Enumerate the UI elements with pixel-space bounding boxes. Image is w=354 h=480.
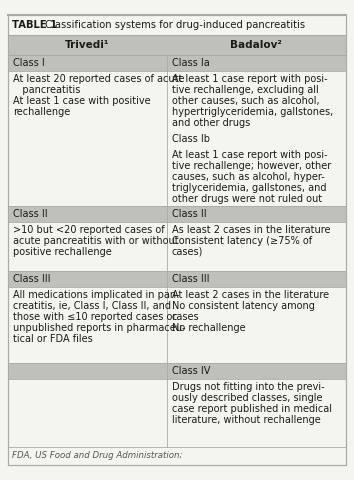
- Text: Classification systems for drug-induced pancreatitis: Classification systems for drug-induced …: [42, 20, 305, 30]
- Text: rechallenge: rechallenge: [13, 107, 70, 117]
- Bar: [8, 55, 346, 72]
- Text: those with ≤10 reported cases or: those with ≤10 reported cases or: [13, 312, 176, 322]
- Text: tical or FDA files: tical or FDA files: [13, 334, 93, 344]
- Bar: [8, 363, 346, 379]
- Text: >10 but <20 reported cases of: >10 but <20 reported cases of: [13, 225, 165, 235]
- Text: At least 1 case with positive: At least 1 case with positive: [13, 96, 150, 106]
- Text: hypertriglyceridemia, gallstones,: hypertriglyceridemia, gallstones,: [172, 107, 333, 117]
- Text: cases: cases: [172, 312, 200, 322]
- Text: Class IV: Class IV: [172, 366, 210, 376]
- Text: Consistent latency (≥75% of: Consistent latency (≥75% of: [172, 236, 312, 246]
- Text: Class II: Class II: [172, 209, 206, 219]
- Bar: [8, 35, 346, 55]
- Text: Class III: Class III: [172, 274, 209, 284]
- Text: At least 1 case report with posi-: At least 1 case report with posi-: [172, 150, 327, 160]
- Text: case report published in medical: case report published in medical: [172, 404, 332, 414]
- Text: All medications implicated in pan-: All medications implicated in pan-: [13, 290, 179, 300]
- Text: No rechallenge: No rechallenge: [172, 323, 245, 333]
- Text: acute pancreatitis with or without: acute pancreatitis with or without: [13, 236, 179, 246]
- Text: pancreatitis: pancreatitis: [13, 85, 80, 95]
- Text: literature, without rechallenge: literature, without rechallenge: [172, 415, 321, 425]
- Text: other causes, such as alcohol,: other causes, such as alcohol,: [172, 96, 320, 106]
- Text: As least 2 cases in the literature: As least 2 cases in the literature: [172, 225, 330, 235]
- Text: At least 2 cases in the literature: At least 2 cases in the literature: [172, 290, 329, 300]
- Text: tive rechallenge, excluding all: tive rechallenge, excluding all: [172, 85, 319, 95]
- Text: creatitis, ie, Class I, Class II, and: creatitis, ie, Class I, Class II, and: [13, 301, 171, 311]
- Text: FDA, US Food and Drug Administration;: FDA, US Food and Drug Administration;: [12, 452, 182, 460]
- Text: triglyceridemia, gallstones, and: triglyceridemia, gallstones, and: [172, 183, 326, 193]
- Text: ously described classes, single: ously described classes, single: [172, 393, 322, 403]
- Bar: [8, 271, 346, 287]
- Text: and other drugs: and other drugs: [172, 118, 250, 128]
- Bar: [8, 205, 346, 222]
- Text: Class II: Class II: [13, 209, 48, 219]
- Text: tive rechallenge; however, other: tive rechallenge; however, other: [172, 161, 331, 171]
- Text: At least 1 case report with posi-: At least 1 case report with posi-: [172, 74, 327, 84]
- Text: At least 20 reported cases of acute: At least 20 reported cases of acute: [13, 74, 184, 84]
- Text: TABLE 1: TABLE 1: [12, 20, 57, 30]
- Text: Class III: Class III: [13, 274, 51, 284]
- Text: Badalov²: Badalov²: [230, 40, 282, 50]
- Text: unpublished reports in pharmaceu-: unpublished reports in pharmaceu-: [13, 323, 185, 333]
- Text: other drugs were not ruled out: other drugs were not ruled out: [172, 194, 322, 204]
- Text: Class Ia: Class Ia: [172, 58, 210, 68]
- Text: cases): cases): [172, 247, 203, 256]
- Text: Class Ib: Class Ib: [172, 134, 210, 144]
- Text: causes, such as alcohol, hyper-: causes, such as alcohol, hyper-: [172, 172, 325, 182]
- Text: No consistent latency among: No consistent latency among: [172, 301, 315, 311]
- Text: Class I: Class I: [13, 58, 45, 68]
- Text: Drugs not fitting into the previ-: Drugs not fitting into the previ-: [172, 383, 325, 392]
- Text: positive rechallenge: positive rechallenge: [13, 247, 112, 256]
- Text: Trivedi¹: Trivedi¹: [65, 40, 110, 50]
